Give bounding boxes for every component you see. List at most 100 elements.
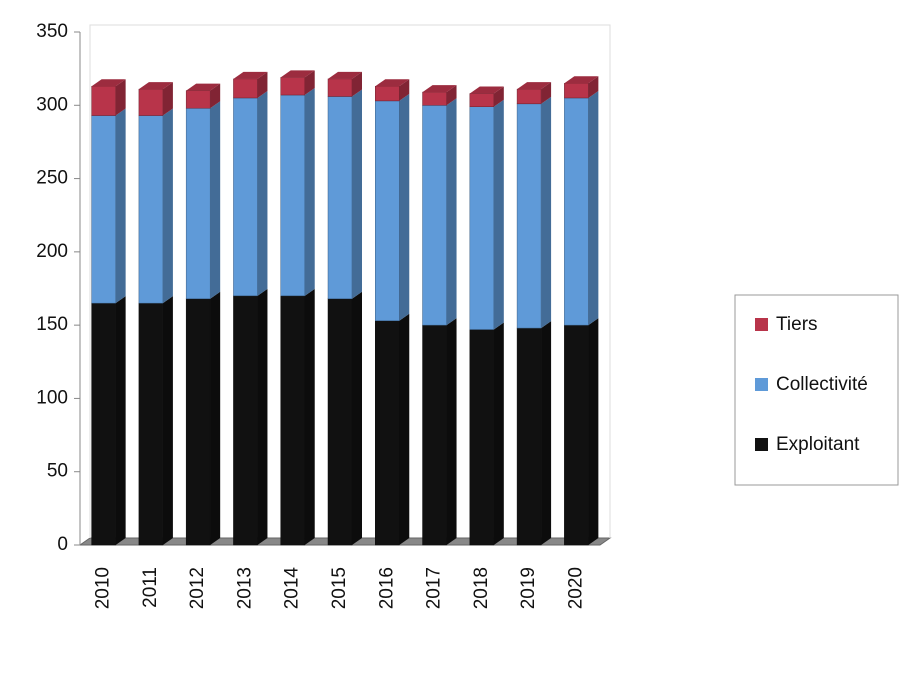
bar-face — [280, 94, 305, 297]
bar-segment — [564, 76, 599, 99]
bar-face — [541, 96, 552, 329]
bar-face — [91, 115, 116, 304]
bar-face — [233, 78, 258, 99]
bar-face — [327, 78, 353, 97]
bar-face — [257, 71, 268, 98]
x-tick-label: 2018 — [471, 567, 492, 609]
x-tick-label: 2013 — [234, 567, 255, 609]
bar-segment — [564, 90, 599, 326]
bar-face — [328, 71, 362, 79]
y-tick-label: 200 — [36, 241, 68, 262]
legend-label: Collectivité — [776, 374, 868, 395]
bar-face — [541, 82, 552, 104]
bar-face — [327, 298, 353, 546]
bar-segment — [233, 71, 268, 99]
bar-face — [352, 291, 362, 545]
x-tick-label: 2011 — [140, 567, 161, 608]
bar-face — [233, 97, 258, 297]
bar-face — [138, 82, 173, 90]
bar-face — [138, 302, 164, 546]
y-tick-label: 250 — [36, 168, 68, 189]
bar-segment — [233, 90, 268, 297]
bar-face — [446, 318, 457, 545]
bar-segment — [375, 313, 410, 546]
bar-face — [352, 71, 362, 97]
bar-face — [541, 321, 552, 545]
bar-face — [327, 96, 353, 300]
bar-face — [588, 318, 599, 545]
bar-face — [446, 98, 457, 326]
bar-segment — [91, 79, 126, 116]
bar-segment — [564, 318, 599, 546]
bar-face — [422, 85, 457, 93]
bar-segment — [516, 96, 552, 329]
bar-face — [493, 86, 504, 107]
bar-face — [233, 295, 258, 546]
bar-face — [375, 85, 400, 102]
bar-face — [399, 79, 410, 101]
bar-face — [91, 79, 126, 87]
bar-segment — [469, 99, 504, 330]
bar-face — [162, 82, 173, 116]
bar-face — [516, 103, 542, 329]
bar-face — [304, 288, 315, 545]
bar-face — [233, 71, 268, 79]
back-wall — [89, 24, 611, 538]
bar-segment — [422, 98, 457, 326]
bar-face — [185, 298, 211, 546]
bar-face — [517, 82, 552, 90]
bar-segment — [422, 85, 457, 106]
bar-face — [91, 85, 116, 116]
bar-segment — [138, 108, 173, 304]
bar-segment — [516, 321, 552, 546]
x-tick-label: 2012 — [187, 567, 208, 609]
legend-swatch — [755, 378, 768, 391]
bar-segment — [469, 322, 504, 546]
y-tick-label: 300 — [36, 94, 68, 115]
bar-segment — [91, 108, 126, 304]
bar-face — [162, 108, 173, 304]
x-tick-label: 2019 — [518, 567, 539, 609]
bar-segment — [327, 89, 362, 300]
bar-face — [516, 88, 542, 105]
bar-face — [375, 320, 400, 546]
bar-face — [138, 115, 164, 304]
bar-face — [564, 324, 589, 546]
bar-segment — [185, 291, 221, 546]
bar-face — [210, 83, 221, 109]
bar-face — [185, 90, 211, 109]
bar-face — [210, 291, 221, 545]
bar-face — [399, 313, 410, 545]
bar-face — [115, 108, 126, 304]
bar-segment — [280, 70, 315, 96]
bar-segment — [233, 288, 268, 546]
bar-segment — [469, 86, 504, 108]
y-tick-label: 350 — [36, 21, 68, 42]
bar-face — [115, 79, 126, 116]
bar-face — [493, 322, 504, 545]
bar-face — [210, 101, 221, 299]
bar-face — [422, 324, 447, 546]
bar-face — [564, 83, 589, 99]
bar-face — [280, 77, 305, 96]
legend-swatch — [755, 438, 768, 451]
bar-face — [469, 106, 495, 330]
bar-face — [186, 83, 221, 91]
bar-segment — [516, 82, 552, 105]
bar-segment — [327, 291, 362, 546]
legend-label: Tiers — [776, 314, 818, 335]
x-tick-label: 2016 — [376, 567, 397, 609]
bar-face — [115, 296, 126, 545]
bar-face — [588, 90, 599, 326]
x-tick-label: 2010 — [93, 567, 114, 609]
bar-segment — [327, 71, 362, 97]
bar-segment — [138, 296, 173, 546]
bar-face — [257, 90, 268, 296]
y-tick-label: 100 — [36, 387, 68, 408]
bar-face — [446, 85, 457, 106]
bar-face — [422, 91, 447, 106]
bar-segment — [138, 82, 173, 116]
bar-face — [588, 76, 599, 98]
bar-face — [422, 105, 447, 326]
